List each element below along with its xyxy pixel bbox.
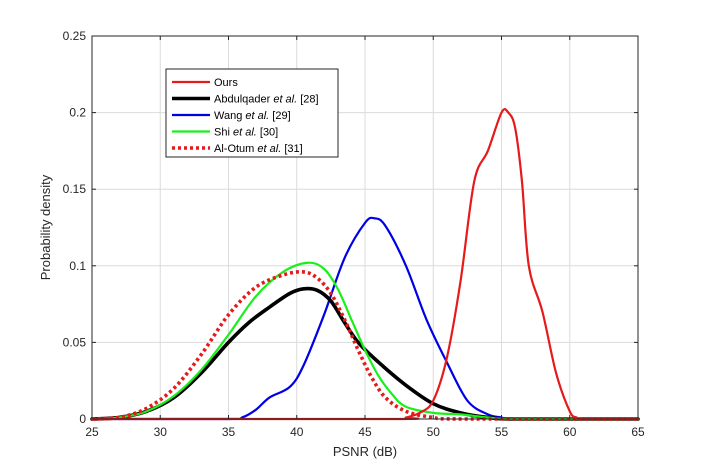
legend-label-1: Abdulqader et al. [28] (214, 94, 319, 106)
y-tick-label: 0 (79, 412, 86, 426)
y-axis-label: Probability density (38, 174, 53, 280)
legend-label-3: Shi et al. [30] (214, 127, 278, 139)
y-tick-label: 0.15 (63, 182, 87, 196)
legend-label-0: Ours (214, 77, 238, 89)
x-tick-label: 55 (495, 425, 509, 439)
x-axis-label: PSNR (dB) (333, 444, 397, 459)
series-line-2 (90, 216, 640, 421)
x-tick-label: 25 (85, 425, 99, 439)
series-line-4 (91, 270, 638, 421)
series-line-0 (90, 108, 640, 421)
x-tick-label: 45 (358, 425, 372, 439)
grid (91, 35, 639, 420)
y-tick-label: 0.05 (63, 335, 87, 349)
legend: Ours Abdulqader et al. [28] Wang et al. [2… (165, 68, 339, 158)
series-line-1 (90, 286, 640, 421)
legend-box (165, 68, 339, 158)
x-tick-label: 35 (222, 425, 236, 439)
y-tick-label: 0.1 (69, 259, 86, 273)
legend-label-2: Wang et al. [29] (214, 110, 291, 122)
series-layer (90, 108, 640, 421)
ticks: 25 30 35 40 45 50 55 60 65 0 0.05 0.1 0.15 0.2 0.25 (63, 29, 645, 439)
y-tick-label: 0.2 (69, 106, 86, 120)
legend-label-4: Al-Otum et al. [31] (214, 143, 303, 155)
series-line-3 (90, 261, 640, 421)
x-tick-label: 30 (154, 425, 168, 439)
x-tick-label: 65 (631, 425, 645, 439)
y-tick-label: 0.25 (63, 29, 87, 43)
x-tick-label: 40 (290, 425, 304, 439)
x-tick-label: 60 (563, 425, 577, 439)
x-tick-label: 50 (427, 425, 441, 439)
